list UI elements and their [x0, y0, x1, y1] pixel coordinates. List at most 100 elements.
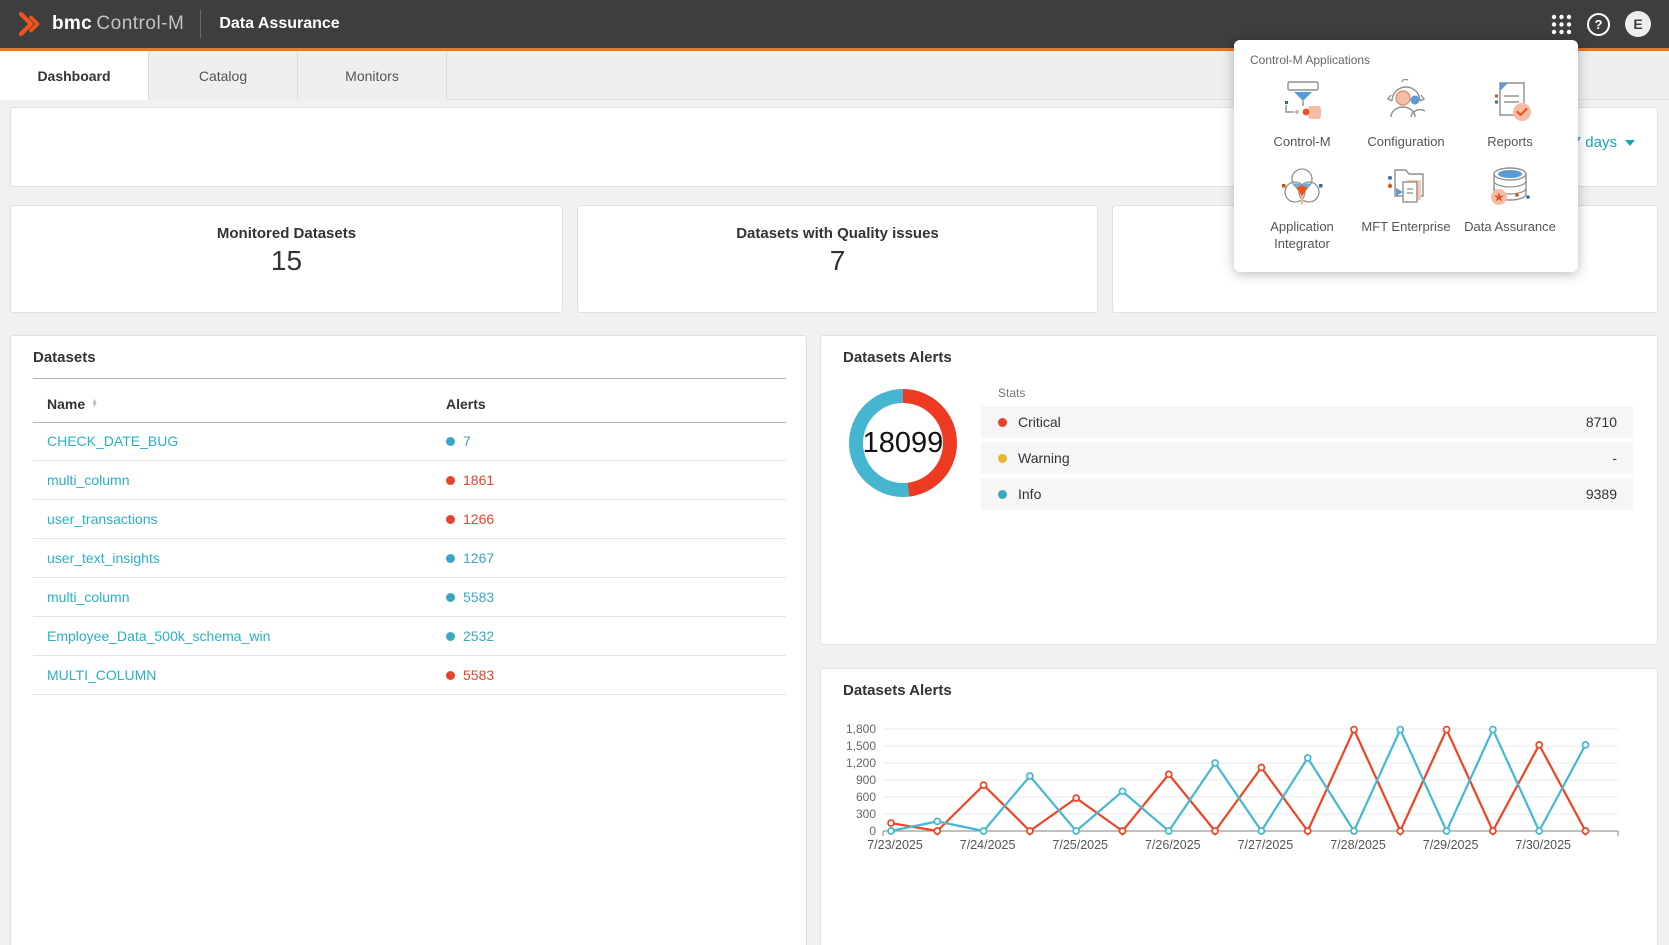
stats-count: 9389 [1586, 486, 1617, 502]
alerts-total: 18099 [863, 427, 944, 460]
page: bmc Control-M Data Assurance ? E Dashboa… [0, 0, 1669, 945]
svg-text:7/25/2025: 7/25/2025 [1052, 838, 1108, 852]
app-title: Data Assurance [219, 15, 339, 33]
app-item-label: Control-M [1250, 134, 1354, 150]
alerts-count: 1266 [446, 511, 494, 527]
stats-rows: Critical8710 Warning- Info9389 [981, 406, 1633, 514]
stats-row-critical: Critical8710 [981, 406, 1633, 438]
svg-text:7/26/2025: 7/26/2025 [1145, 838, 1201, 852]
app-item-label: MFT Enterprise [1354, 219, 1458, 235]
dataset-name-link[interactable]: user_text_insights [47, 550, 160, 566]
app-item-control-m[interactable]: Control-M [1250, 79, 1354, 150]
stat-title: Datasets with Quality issues [578, 225, 1097, 242]
apps-grid-icon[interactable] [1551, 14, 1572, 35]
avatar[interactable]: E [1625, 11, 1651, 37]
dataset-name-link[interactable]: CHECK_DATE_BUG [47, 433, 178, 449]
datasets-alerts-chart-panel: Datasets Alerts 03006009001,2001,5001,80… [820, 668, 1658, 945]
datasets-alerts-summary-panel: Datasets Alerts 18099 Stats Count Critic… [820, 335, 1658, 645]
datasets-table-body: CHECK_DATE_BUG 7 multi_column 1861 user_tran… [33, 422, 786, 695]
svg-text:7/24/2025: 7/24/2025 [960, 838, 1016, 852]
reports-icon [1486, 79, 1534, 125]
app-item-data-assurance[interactable]: ★ Data Assurance [1458, 164, 1562, 252]
stats-header-label: Stats [998, 386, 1025, 400]
bmc-logo: bmc Control-M [0, 12, 184, 36]
alerts-count: 1861 [446, 472, 494, 488]
app-item-reports[interactable]: Reports [1458, 79, 1562, 150]
critical-dot-icon [998, 418, 1007, 427]
svg-text:7/23/2025: 7/23/2025 [867, 838, 923, 852]
datasets-panel-title: Datasets [33, 349, 96, 366]
info-dot-icon [446, 554, 455, 563]
stats-row-info: Info9389 [981, 478, 1633, 510]
mft-enterprise-icon [1382, 164, 1430, 210]
dataset-name-link[interactable]: multi_column [47, 589, 129, 605]
column-header-name: Name [47, 396, 85, 412]
alerts-count: 5583 [446, 589, 494, 605]
app-item-mft-enterprise[interactable]: MFT Enterprise [1354, 164, 1458, 252]
alerts-count: 1267 [446, 550, 494, 566]
svg-text:300: 300 [856, 807, 876, 821]
svg-text:1,800: 1,800 [846, 722, 876, 736]
stats-count: 8710 [1586, 414, 1617, 430]
table-row: CHECK_DATE_BUG 7 [33, 422, 786, 461]
column-header-alerts: Alerts [446, 396, 486, 412]
topbar-divider [200, 10, 201, 38]
stats-count: - [1612, 450, 1617, 466]
stats-row-warning: Warning- [981, 442, 1633, 474]
app-item-label: Configuration [1354, 134, 1458, 150]
critical-dot-icon [446, 515, 455, 524]
sort-icon[interactable]: ▲▼ [91, 400, 98, 408]
svg-text:7/28/2025: 7/28/2025 [1330, 838, 1386, 852]
popup-title: Control-M Applications [1250, 53, 1562, 67]
app-item-application-integrator[interactable]: Application Integrator [1250, 164, 1354, 252]
svg-text:7/29/2025: 7/29/2025 [1423, 838, 1479, 852]
dataset-name-link[interactable]: multi_column [47, 472, 129, 488]
alerts-summary-title: Datasets Alerts [843, 349, 952, 366]
datasets-table-header: Name ▲▼ Alerts [33, 386, 786, 422]
table-row: Employee_Data_500k_schema_win2532 [33, 617, 786, 656]
svg-text:1,200: 1,200 [846, 756, 876, 770]
data-assurance-icon: ★ [1486, 164, 1534, 210]
svg-text:600: 600 [856, 790, 876, 804]
critical-dot-icon [446, 476, 455, 485]
alerts-chart-title: Datasets Alerts [843, 682, 952, 699]
control-m-applications-popup: Control-M Applications Control-M [1234, 40, 1578, 272]
info-dot-icon [446, 593, 455, 602]
app-item-label: Reports [1458, 134, 1562, 150]
svg-text:7/27/2025: 7/27/2025 [1238, 838, 1294, 852]
stats-table-header: Stats Count [998, 386, 1669, 400]
dataset-name-link[interactable]: user_transactions [47, 511, 158, 527]
table-row: multi_column 5583 [33, 578, 786, 617]
svg-text:1,500: 1,500 [846, 739, 876, 753]
info-dot-icon [446, 632, 455, 641]
brand-name: bmc [52, 13, 92, 34]
application-integrator-icon [1278, 164, 1326, 210]
bmc-chevron-icon [18, 12, 44, 36]
table-row: user_text_insights 1267 [33, 539, 786, 578]
stat-card-quality-issues: Datasets with Quality issues 7 [577, 205, 1098, 313]
tab-monitors[interactable]: Monitors [298, 51, 447, 100]
warning-dot-icon [998, 454, 1007, 463]
divider [33, 378, 786, 379]
table-row: multi_column 1861 [33, 461, 786, 500]
tab-dashboard[interactable]: Dashboard [0, 51, 149, 100]
info-dot-icon [998, 490, 1007, 499]
alerts-donut-chart: 18099 [849, 389, 957, 497]
svg-text:★: ★ [1493, 190, 1505, 205]
critical-dot-icon [446, 671, 455, 680]
alerts-line-chart: 03006009001,2001,5001,8007/23/20257/24/2… [826, 711, 1654, 911]
stat-title: Monitored Datasets [11, 225, 562, 242]
table-row: MULTI_COLUMN5583 [33, 656, 786, 695]
app-item-label: Data Assurance [1458, 219, 1562, 235]
configuration-icon [1382, 79, 1430, 125]
app-item-configuration[interactable]: Configuration [1354, 79, 1458, 150]
app-item-label: Application Integrator [1250, 219, 1354, 252]
control-m-icon [1278, 79, 1326, 125]
dataset-name-link[interactable]: Employee_Data_500k_schema_win [47, 628, 270, 644]
dataset-name-link[interactable]: MULTI_COLUMN [47, 667, 156, 683]
help-icon[interactable]: ? [1587, 13, 1610, 36]
tab-catalog[interactable]: Catalog [149, 51, 298, 100]
alerts-count: 7 [446, 433, 471, 449]
svg-text:7/30/2025: 7/30/2025 [1515, 838, 1571, 852]
stat-value: 15 [11, 245, 562, 277]
